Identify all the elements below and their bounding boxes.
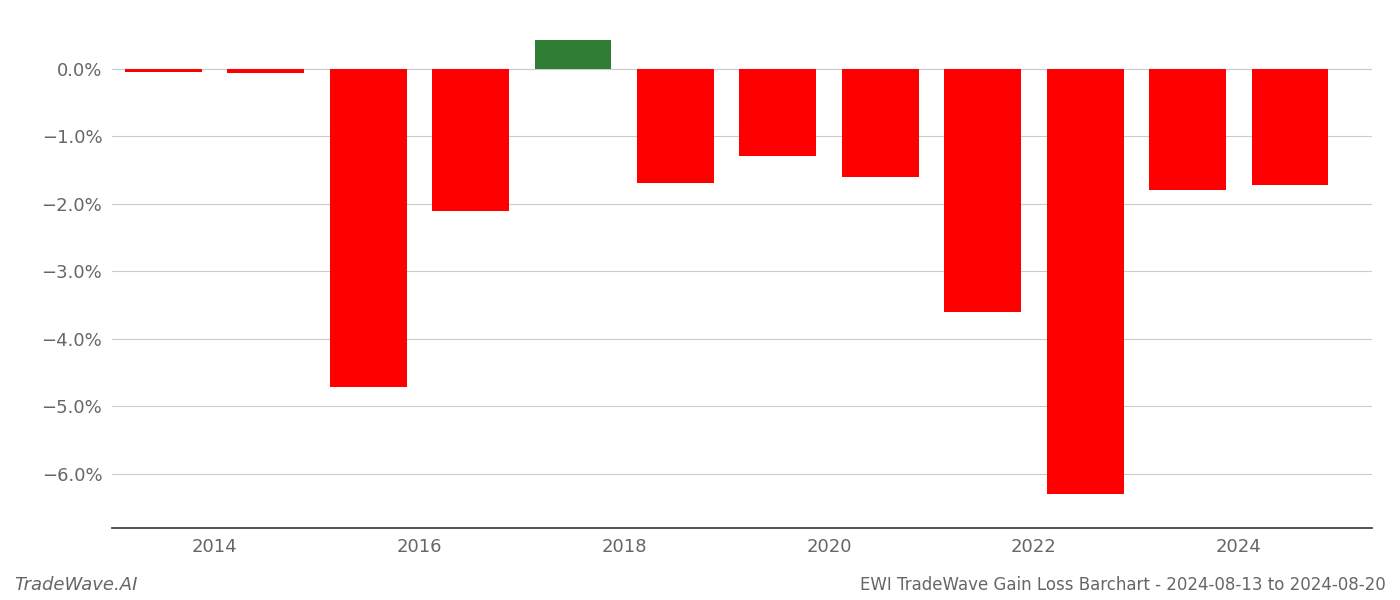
Text: TradeWave.AI: TradeWave.AI [14, 576, 137, 594]
Bar [433, 68, 510, 211]
Bar [637, 68, 714, 184]
Bar [1149, 68, 1226, 190]
Bar [535, 40, 612, 68]
Bar [1047, 68, 1124, 494]
Bar [329, 68, 406, 388]
Bar [1252, 68, 1329, 185]
Bar [739, 68, 816, 157]
Text: EWI TradeWave Gain Loss Barchart - 2024-08-13 to 2024-08-20: EWI TradeWave Gain Loss Barchart - 2024-… [860, 576, 1386, 594]
Bar [945, 68, 1021, 312]
Bar [841, 68, 918, 177]
Bar [125, 68, 202, 72]
Bar [227, 68, 304, 73]
